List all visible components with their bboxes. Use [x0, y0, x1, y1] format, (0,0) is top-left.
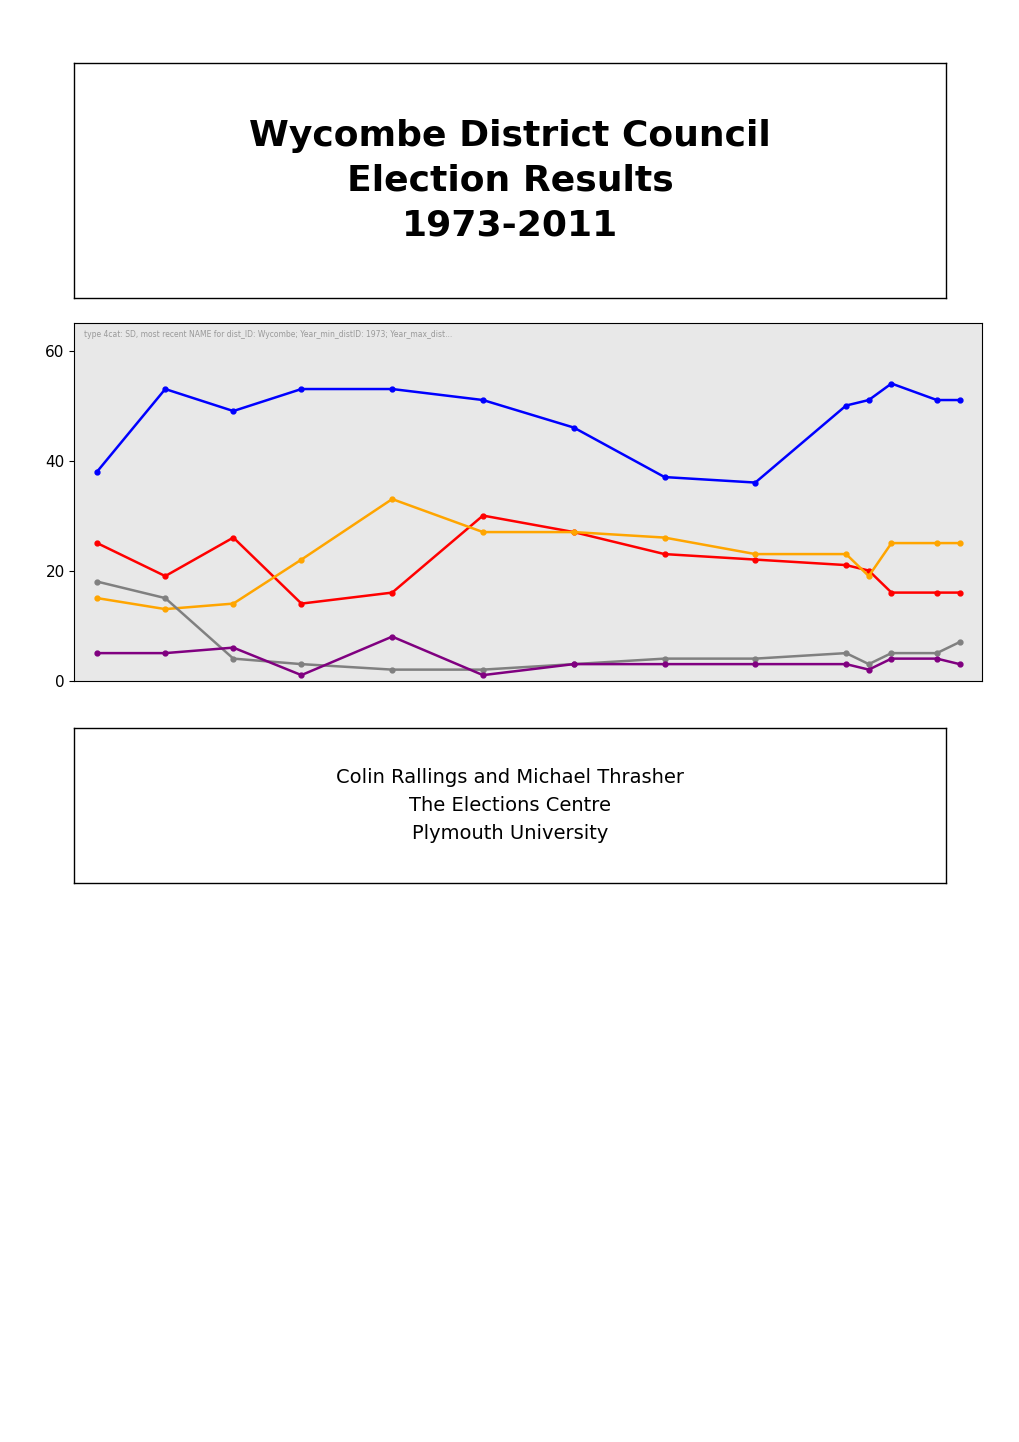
- Text: Colin Rallings and Michael Thrasher
The Elections Centre
Plymouth University: Colin Rallings and Michael Thrasher The …: [335, 767, 684, 844]
- Text: Wycombe District Council
Election Results
1973-2011: Wycombe District Council Election Result…: [249, 120, 770, 242]
- Text: type 4cat: SD, most recent NAME for dist_ID: Wycombe; Year_min_distID: 1973; Yea: type 4cat: SD, most recent NAME for dist…: [84, 330, 451, 339]
